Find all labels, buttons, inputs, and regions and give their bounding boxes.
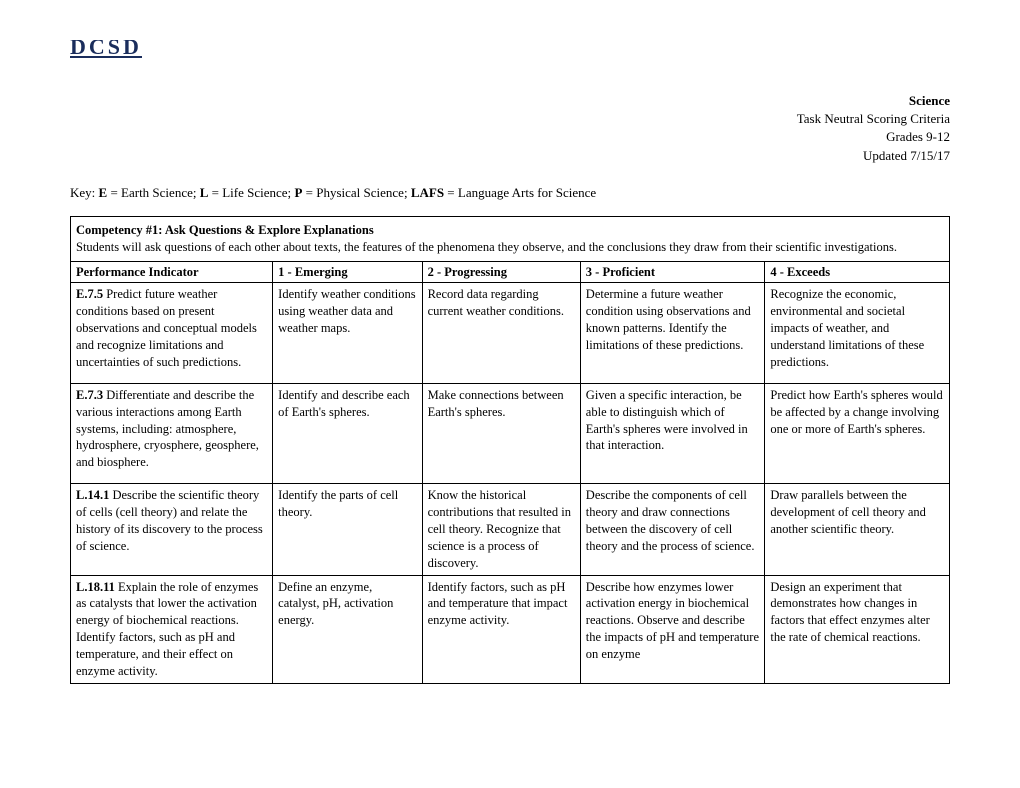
pi-code: E.7.3 <box>76 388 103 402</box>
pi-text: Predict future weather conditions based … <box>76 287 257 369</box>
table-row: E.7.5 Predict future weather conditions … <box>71 283 950 383</box>
proficient-cell: Describe the components of cell theory a… <box>580 484 765 575</box>
emerging-cell: Identify weather conditions using weathe… <box>273 283 422 383</box>
header-emerging: 1 - Emerging <box>273 261 422 283</box>
header-line-4: Updated 7/15/17 <box>70 147 950 165</box>
key-lafs-label: LAFS <box>411 185 444 200</box>
document-header: Science Task Neutral Scoring Criteria Gr… <box>70 92 950 165</box>
competency-cell: Competency #1: Ask Questions & Explore E… <box>71 216 950 261</box>
exceeds-cell: Design an experiment that demonstrates h… <box>765 575 950 683</box>
header-exceeds: 4 - Exceeds <box>765 261 950 283</box>
pi-code: L.14.1 <box>76 488 109 502</box>
progressing-cell: Identify factors, such as pH and tempera… <box>422 575 580 683</box>
pi-code: L.18.11 <box>76 580 115 594</box>
proficient-cell: Describe how enzymes lower activation en… <box>580 575 765 683</box>
header-performance-indicator: Performance Indicator <box>71 261 273 283</box>
pi-code: E.7.5 <box>76 287 103 301</box>
subject-title: Science <box>70 92 950 110</box>
table-row: L.18.11 Explain the role of enzymes as c… <box>71 575 950 683</box>
emerging-cell: Define an enzyme, catalyst, pH, activati… <box>273 575 422 683</box>
pi-cell: L.18.11 Explain the role of enzymes as c… <box>71 575 273 683</box>
emerging-cell: Identify and describe each of Earth's sp… <box>273 383 422 483</box>
header-line-3: Grades 9-12 <box>70 128 950 146</box>
pi-text: Differentiate and describe the various i… <box>76 388 259 470</box>
emerging-cell: Identify the parts of cell theory. <box>273 484 422 575</box>
table-header-row: Performance Indicator 1 - Emerging 2 - P… <box>71 261 950 283</box>
key-lafs-text: = Language Arts for Science <box>444 185 596 200</box>
logo-text: DCSD <box>70 40 142 58</box>
table-row: E.7.3 Differentiate and describe the var… <box>71 383 950 483</box>
key-prefix: Key: <box>70 185 99 200</box>
header-line-2: Task Neutral Scoring Criteria <box>70 110 950 128</box>
table-row: L.14.1 Describe the scientific theory of… <box>71 484 950 575</box>
proficient-cell: Given a specific interaction, be able to… <box>580 383 765 483</box>
competency-row: Competency #1: Ask Questions & Explore E… <box>71 216 950 261</box>
pi-cell: E.7.3 Differentiate and describe the var… <box>71 383 273 483</box>
key-p-text: = Physical Science; <box>302 185 410 200</box>
progressing-cell: Know the historical contributions that r… <box>422 484 580 575</box>
competency-description: Students will ask questions of each othe… <box>76 240 897 254</box>
exceeds-cell: Recognize the economic, environmental an… <box>765 283 950 383</box>
exceeds-cell: Draw parallels between the development o… <box>765 484 950 575</box>
key-l-text: = Life Science; <box>208 185 294 200</box>
header-progressing: 2 - Progressing <box>422 261 580 283</box>
key-e-text: = Earth Science; <box>107 185 200 200</box>
proficient-cell: Determine a future weather condition usi… <box>580 283 765 383</box>
progressing-cell: Make connections between Earth's spheres… <box>422 383 580 483</box>
competency-title: Competency #1: Ask Questions & Explore E… <box>76 223 374 237</box>
pi-cell: L.14.1 Describe the scientific theory of… <box>71 484 273 575</box>
key-legend: Key: E = Earth Science; L = Life Science… <box>70 185 950 201</box>
logo: DCSD <box>70 40 950 62</box>
pi-text: Explain the role of enzymes as catalysts… <box>76 580 258 678</box>
exceeds-cell: Predict how Earth's spheres would be aff… <box>765 383 950 483</box>
progressing-cell: Record data regarding current weather co… <box>422 283 580 383</box>
pi-cell: E.7.5 Predict future weather conditions … <box>71 283 273 383</box>
header-proficient: 3 - Proficient <box>580 261 765 283</box>
key-e-label: E <box>99 185 108 200</box>
rubric-table: Competency #1: Ask Questions & Explore E… <box>70 216 950 684</box>
